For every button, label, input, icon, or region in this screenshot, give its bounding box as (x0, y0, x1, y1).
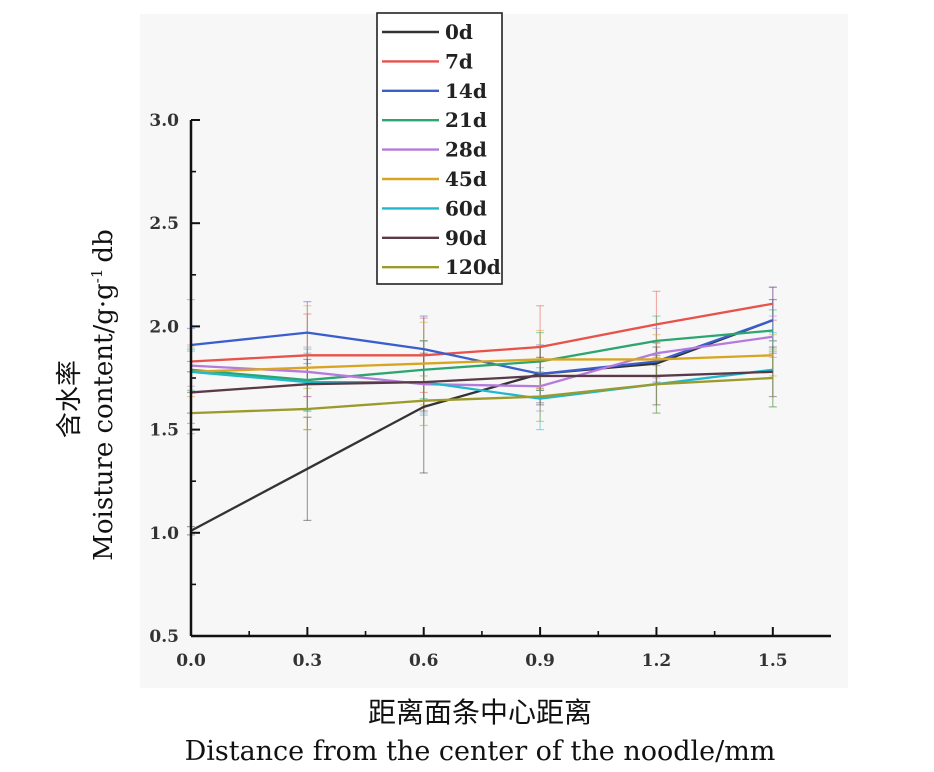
x-tick-label: 0.9 (525, 651, 555, 671)
series-line-60d (190, 368, 773, 400)
y-axis-title-en: Moisture content/g·g (89, 283, 119, 561)
y-tick-label: 2.5 (149, 214, 179, 234)
x-tick-label: 0.3 (293, 651, 323, 671)
y-axis-title-unit: db (89, 229, 119, 262)
legend-label: 120d (445, 255, 501, 279)
series-line-28d (190, 335, 773, 388)
x-axis-title-en: Distance from the center of the noodle/m… (185, 736, 776, 767)
y-tick-label: 1.5 (149, 421, 179, 441)
y-axis-title-sup: -1 (88, 269, 106, 284)
legend-label: 7d (445, 49, 473, 73)
series-lines (190, 302, 774, 532)
series-line-21d (190, 329, 773, 382)
legend-label: 28d (445, 138, 487, 162)
axes: 0.0 0.3 0.6 0.9 1.2 1.5 0.5 1.0 1.5 2.0 2.5 3.0 (149, 111, 831, 671)
x-tick-label: 1.5 (758, 651, 788, 671)
series-line-120d (190, 376, 773, 415)
y-tick-label: 0.5 (149, 627, 179, 647)
series-line-45d (190, 354, 773, 373)
legend-label: 14d (445, 79, 487, 103)
legend-label: 21d (445, 108, 487, 132)
legend: 0d 7d 14d 21d 28d 45d 60d 90d 120d (376, 12, 503, 285)
legend-label: 90d (445, 226, 487, 250)
x-tick-label: 0.6 (409, 651, 439, 671)
x-tick-label: 0.0 (176, 651, 206, 671)
series-line-90d (190, 370, 773, 394)
x-axis-title-cn: 距离面条中心距离 (368, 696, 592, 729)
legend-label: 45d (445, 167, 487, 191)
legend-label: 0d (445, 20, 473, 44)
y-tick-label: 3.0 (149, 111, 179, 131)
series-line-7d (190, 302, 774, 363)
y-axis-title: 含水率 Moisture content/g·g-1 db (55, 229, 119, 560)
y-tick-label: 2.0 (149, 317, 179, 337)
y-axis-title-cn: 含水率 (55, 360, 85, 438)
y-tick-label: 1.0 (149, 524, 179, 544)
legend-label: 60d (445, 196, 487, 220)
x-tick-label: 1.2 (642, 651, 672, 671)
